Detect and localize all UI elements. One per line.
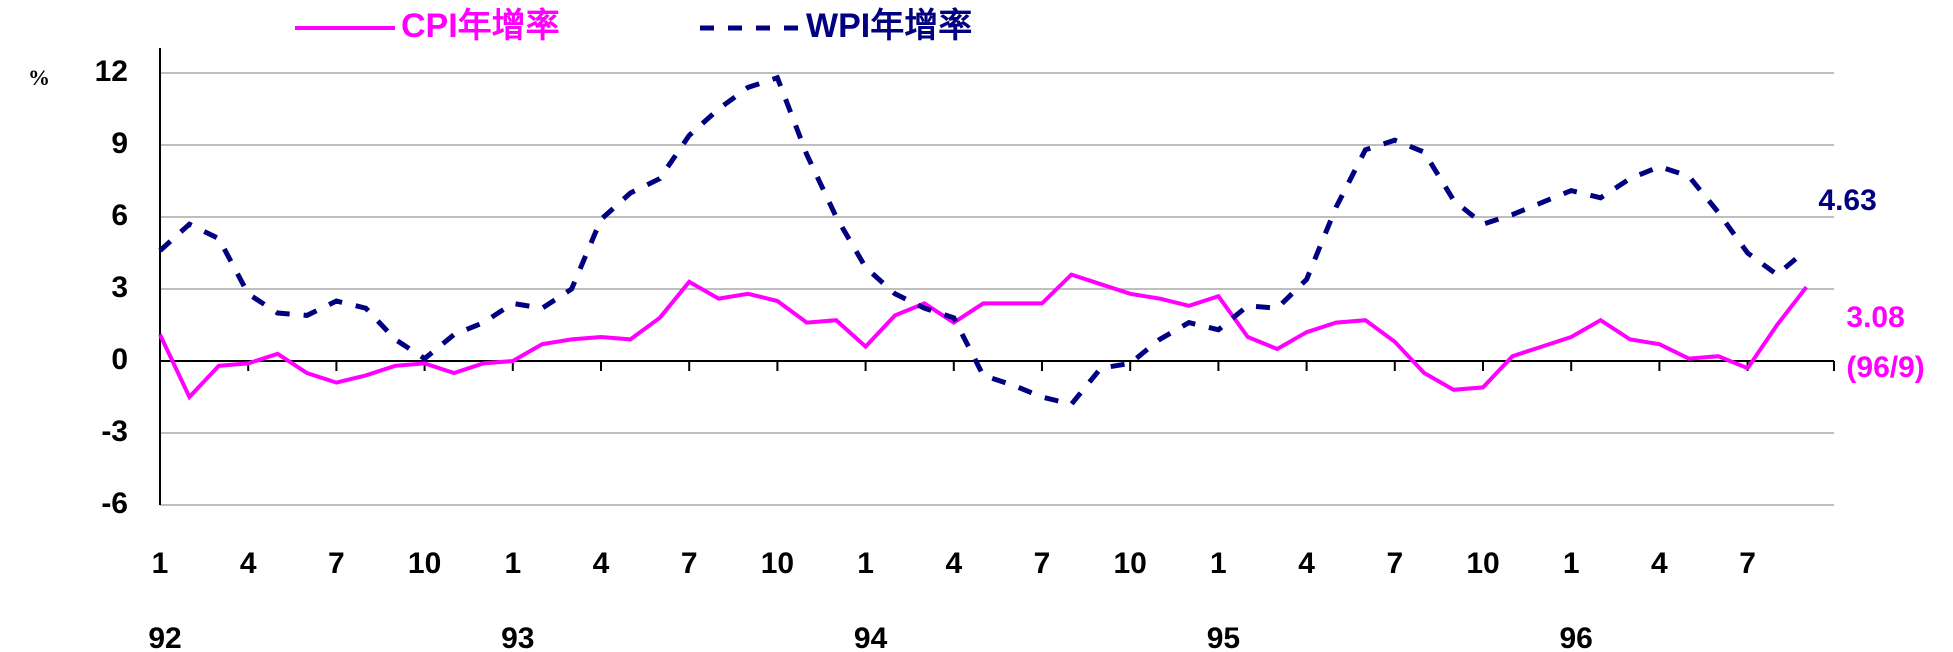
year-label: 95 [1207,622,1240,652]
y-tick-label: 6 [111,199,128,232]
y-tick-label: 3 [111,271,128,304]
y-tick-label: -6 [101,487,128,520]
year-label: 96 [1560,622,1593,652]
x-tick-label: 4 [945,547,962,580]
x-tick-label: 4 [1298,547,1315,580]
x-tick-label: 10 [1114,547,1147,580]
x-tick-label: 1 [1563,547,1580,580]
y-axis-label: % [28,65,50,90]
data-line [158,272,1808,401]
x-tick-label: 10 [1466,547,1499,580]
x-tick-label: 1 [857,547,874,580]
annotation: (96/9) [1846,351,1924,384]
x-tick-label: 7 [681,547,698,580]
year-label: 94 [854,622,888,652]
y-tick-label: -3 [101,415,128,448]
year-label: 92 [148,622,181,652]
x-tick-label: 7 [328,547,345,580]
y-tick-label: 9 [111,127,128,160]
x-tick-label: 1 [152,547,169,580]
x-tick-label: 1 [1210,547,1227,580]
legend-label: WPI年增率 [806,7,972,45]
annotation: 3.08 [1846,301,1904,334]
data-line [158,74,1809,408]
legend-label: CPI年增率 [401,7,560,45]
x-tick-label: 7 [1034,547,1051,580]
y-tick-label: 0 [111,343,128,376]
x-tick-label: 7 [1386,547,1403,580]
x-tick-label: 1 [504,547,521,580]
x-tick-label: 7 [1739,547,1756,580]
x-tick-label: 4 [240,547,257,580]
year-label: 93 [501,622,534,652]
x-tick-label: 10 [761,547,794,580]
y-tick-label: 12 [95,55,128,88]
x-tick-label: 4 [593,547,610,580]
x-tick-label: 4 [1651,547,1668,580]
annotation: 4.63 [1818,184,1876,217]
x-tick-label: 10 [408,547,441,580]
